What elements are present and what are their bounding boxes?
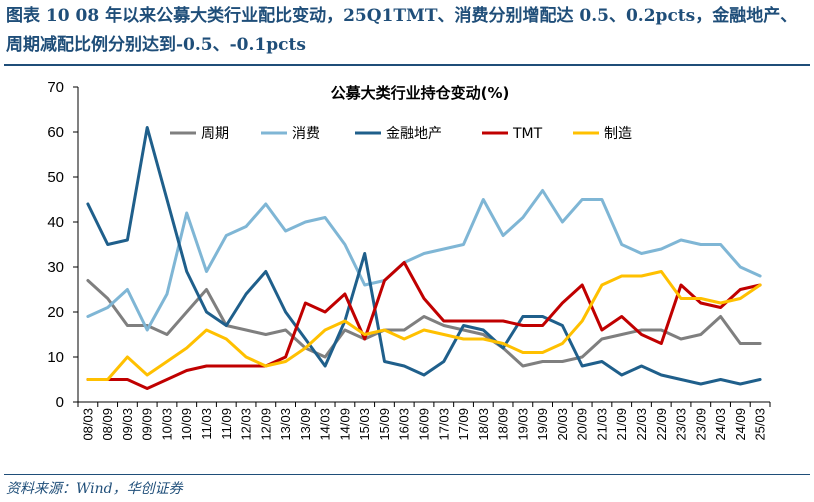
y-axis: 0 10 20 30 40 50 60 70: [47, 79, 79, 411]
y-tick-label: 50: [47, 169, 64, 186]
x-tick-label: 24/09: [733, 408, 748, 441]
series-line-金融地产: [86, 126, 762, 386]
y-tick-label: 0: [56, 394, 64, 411]
title-divider: [4, 64, 810, 66]
x-tick-label: 19/03: [515, 408, 530, 441]
legend-label: TMT: [512, 126, 543, 142]
x-tick-label: 21/09: [614, 408, 629, 441]
x-tick-label: 21/03: [594, 408, 609, 441]
y-tick-label: 10: [47, 349, 64, 366]
x-tick-label: 10/03: [159, 408, 174, 441]
y-tick-label: 70: [47, 79, 64, 96]
legend: 周期 消费 金融地产 TMT 制造: [170, 126, 632, 142]
series-line-周期: [86, 279, 762, 368]
x-tick-label: 11/09: [219, 408, 234, 440]
x-tick-label: 13/09: [298, 408, 313, 441]
x-axis: 08/03 08/09 09/03 09/09 10/03 10/09 11/03 11/09…: [77, 401, 771, 441]
source-note: 资料来源：Wind，华创证券: [6, 481, 183, 497]
chart-title: 公募大类行业持仓变动(%): [331, 84, 510, 102]
x-tick-label: 20/09: [575, 408, 590, 441]
footer-divider: [4, 474, 810, 475]
x-tick-label: 15/03: [357, 408, 372, 441]
line-chart: 公募大类行业持仓变动(%) 0 10 20 30 40 50 60 70 08/03 08/09…: [47, 79, 771, 441]
legend-label: 金融地产: [386, 126, 442, 142]
y-tick-label: 30: [47, 259, 64, 276]
series-line-TMT: [86, 261, 762, 390]
legend-label: 消费: [292, 126, 320, 142]
x-tick-label: 18/09: [496, 408, 511, 441]
x-tick-label: 08/03: [80, 408, 95, 441]
x-tick-label: 25/03: [753, 408, 768, 441]
x-tick-label: 16/09: [417, 408, 432, 441]
y-tick-label: 60: [47, 124, 64, 141]
x-tick-label: 18/03: [476, 408, 491, 441]
legend-label: 制造: [604, 126, 632, 142]
x-tick-label: 13/03: [278, 408, 293, 441]
x-tick-label: 12/09: [258, 408, 273, 441]
series-lines: [86, 126, 762, 390]
legend-label: 周期: [201, 126, 229, 142]
y-tick-label: 20: [47, 304, 64, 321]
figure-title: 图表 10 08 年以来公募大类行业配比变动，25Q1TMT、消费分别增配达 0…: [6, 6, 798, 55]
x-tick-label: 08/09: [100, 408, 115, 441]
x-tick-label: 24/03: [713, 408, 728, 441]
x-tick-label: 17/09: [456, 408, 471, 441]
series-line-制造: [86, 270, 762, 381]
x-tick-label: 22/03: [634, 408, 649, 441]
x-tick-label: 16/03: [397, 408, 412, 441]
x-tick-label: 14/03: [318, 408, 333, 441]
x-tick-label: 20/03: [555, 408, 570, 441]
x-tick-label: 23/09: [693, 408, 708, 441]
x-tick-label: 23/03: [674, 408, 689, 441]
x-tick-label: 14/09: [337, 408, 352, 441]
x-tick-label: 09/03: [120, 408, 135, 441]
x-tick-label: 15/09: [377, 408, 392, 441]
x-tick-label: 10/09: [179, 408, 194, 441]
x-tick-label: 11/03: [199, 408, 214, 440]
x-tick-label: 19/09: [535, 408, 550, 441]
x-tick-label: 22/09: [654, 408, 669, 441]
x-tick-label: 17/03: [436, 408, 451, 441]
x-tick-label: 12/03: [239, 408, 254, 441]
series-line-消费: [86, 189, 762, 332]
x-tick-label: 09/09: [140, 408, 155, 441]
y-tick-label: 40: [47, 214, 64, 231]
